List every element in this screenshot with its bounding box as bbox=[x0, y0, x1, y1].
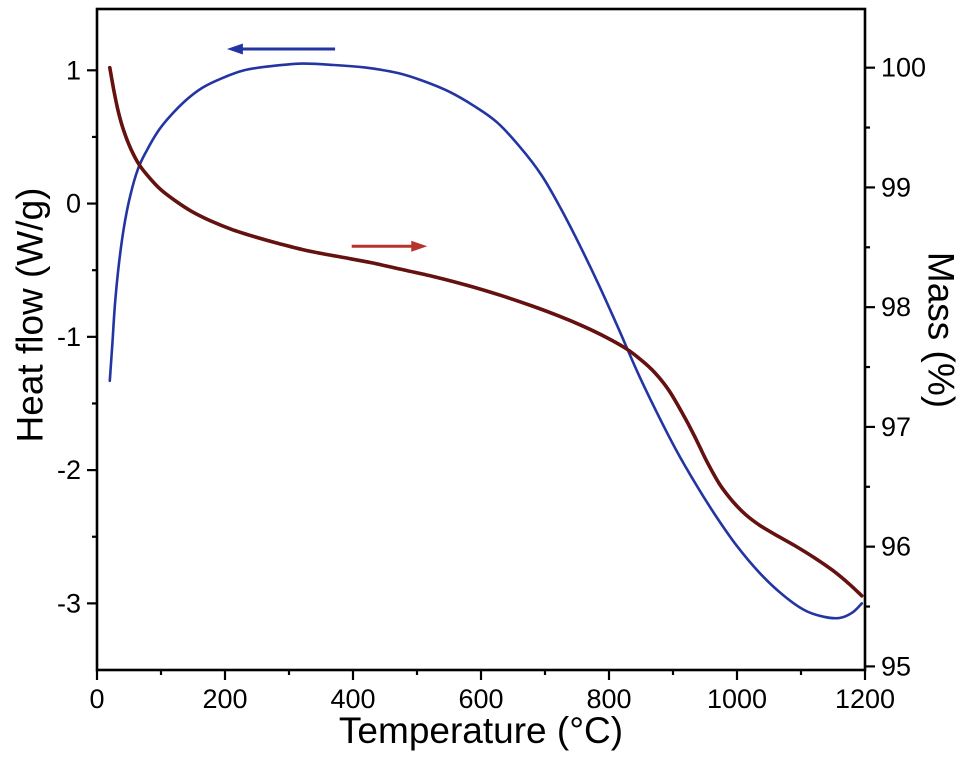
tick-label: 98 bbox=[881, 292, 911, 322]
axis-direction-arrows bbox=[226, 43, 428, 252]
x-axis: 0 200 400 600 800 1000 1200 bbox=[89, 670, 895, 714]
tick-label: 100 bbox=[881, 53, 926, 83]
tick-label: 0 bbox=[89, 684, 104, 714]
tick-label: 400 bbox=[330, 684, 375, 714]
heat-flow-arrow bbox=[226, 43, 336, 55]
plot-frame bbox=[95, 7, 867, 672]
heat-flow-arrow-head bbox=[226, 43, 243, 55]
tick-label: 99 bbox=[881, 172, 911, 202]
tick-label: -3 bbox=[57, 588, 81, 618]
y-axis-right: 100 99 98 97 96 95 bbox=[865, 53, 926, 681]
right-y-axis-title: Mass (%) bbox=[920, 251, 962, 409]
x-axis-title: Temperature (°C) bbox=[338, 710, 624, 751]
tick-label: 200 bbox=[202, 684, 247, 714]
mass-arrow bbox=[351, 240, 428, 252]
tick-label: -1 bbox=[57, 322, 81, 352]
tick-label: -2 bbox=[57, 455, 81, 485]
tick-label: 800 bbox=[586, 684, 631, 714]
tick-label: 600 bbox=[458, 684, 503, 714]
mass-arrow-head bbox=[411, 240, 428, 252]
tick-label: 0 bbox=[66, 189, 81, 219]
heat-flow-curve bbox=[108, 62, 864, 620]
tick-label: 97 bbox=[881, 412, 911, 442]
mass-curve bbox=[108, 65, 864, 598]
left-y-axis-title: Heat flow (W/g) bbox=[9, 187, 51, 443]
tick-label: 95 bbox=[881, 651, 911, 681]
y-axis-left: 1 0 -1 -2 -3 bbox=[57, 55, 97, 618]
tick-label: 96 bbox=[881, 532, 911, 562]
tick-label: 1 bbox=[66, 55, 81, 85]
curves bbox=[108, 62, 864, 620]
tick-label: 1200 bbox=[835, 684, 895, 714]
tick-label: 1000 bbox=[707, 684, 767, 714]
